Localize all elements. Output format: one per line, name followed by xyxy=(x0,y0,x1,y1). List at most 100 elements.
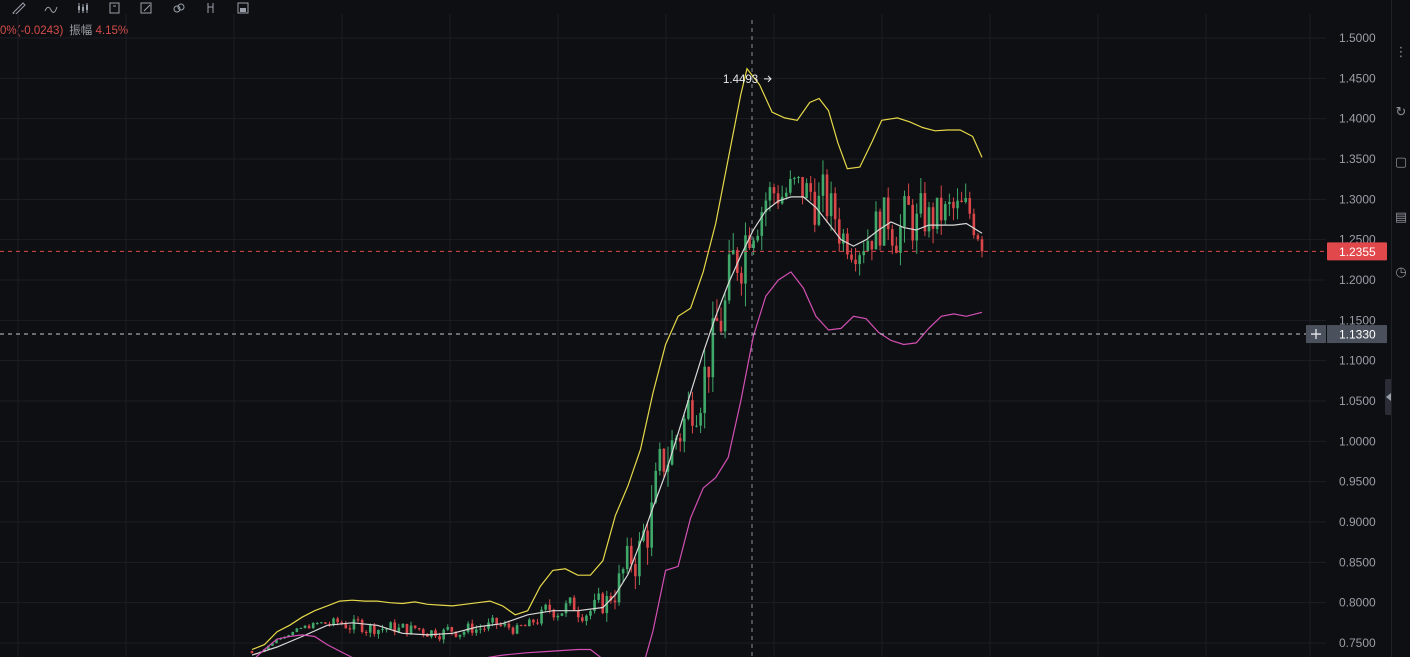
candle-body xyxy=(682,418,686,442)
candle-body xyxy=(462,631,466,635)
dots-icon[interactable]: ⋮ xyxy=(1394,44,1408,59)
candle-body xyxy=(911,204,914,241)
price-info-bar: 0%(-0.0243) 振幅 4.15% xyxy=(0,22,128,38)
clock-icon[interactable]: ◷ xyxy=(1395,264,1407,279)
candle-body xyxy=(707,366,711,378)
candle-body xyxy=(576,610,580,618)
candle-body xyxy=(385,628,388,630)
save-icon[interactable] xyxy=(236,1,250,14)
candle-body xyxy=(552,609,556,618)
candle-body xyxy=(528,619,531,627)
candle-body xyxy=(846,233,849,255)
candle-body xyxy=(935,197,939,229)
amplitude-label: 振幅 xyxy=(69,25,93,37)
candle-body xyxy=(421,629,425,634)
candle-body xyxy=(862,250,866,256)
bollinger-middle-line xyxy=(251,196,983,656)
link-icon[interactable] xyxy=(172,1,186,13)
candle-body xyxy=(589,610,592,616)
candle-body xyxy=(536,622,539,624)
edit-icon[interactable] xyxy=(140,1,154,14)
candle-body xyxy=(980,239,984,252)
y-tick-label: 1.4000 xyxy=(1339,112,1376,126)
plus-icon xyxy=(1311,329,1321,340)
candle-body xyxy=(886,197,890,230)
candle-body xyxy=(654,470,658,503)
candle-body xyxy=(703,366,706,413)
candle-body xyxy=(356,619,360,621)
candle-body xyxy=(267,645,270,650)
y-tick-label: 1.5000 xyxy=(1339,31,1376,45)
candle-body xyxy=(699,412,702,426)
candle-body xyxy=(968,198,972,214)
candle-body xyxy=(368,624,372,633)
candle-body xyxy=(295,628,299,632)
calendar-icon[interactable]: ▤ xyxy=(1394,209,1408,224)
candle-body xyxy=(523,625,527,627)
candles-icon[interactable] xyxy=(76,1,90,13)
window-icon[interactable]: ▢ xyxy=(1394,154,1408,169)
candle-body xyxy=(454,631,458,637)
candle-body xyxy=(287,635,291,637)
candle-body xyxy=(658,448,662,471)
candle-body xyxy=(442,629,445,640)
candle-body xyxy=(344,624,348,629)
y-tick-label: 1.1000 xyxy=(1339,354,1376,368)
candle-body xyxy=(727,254,731,301)
y-tick-label: 1.3000 xyxy=(1339,192,1376,206)
candle-body xyxy=(666,464,670,472)
candle-body xyxy=(409,625,413,635)
candle-body xyxy=(772,187,776,194)
collapse-panel-handle[interactable] xyxy=(1385,379,1393,415)
candle-body xyxy=(581,617,584,622)
candle-body xyxy=(401,623,405,628)
candle-body xyxy=(499,624,503,626)
candle-body xyxy=(585,615,588,622)
candle-body xyxy=(503,623,507,626)
candle-body xyxy=(430,630,433,637)
y-tick-label: 0.9500 xyxy=(1339,475,1376,489)
candle-body xyxy=(948,201,951,205)
candle-body xyxy=(907,196,910,205)
candle-body xyxy=(450,627,454,632)
candle-body xyxy=(801,176,804,199)
y-tick-label: 0.9000 xyxy=(1339,515,1376,529)
high-arrow-icon xyxy=(764,75,772,83)
candle-body xyxy=(976,235,980,240)
candle-body xyxy=(360,619,364,632)
candle-body xyxy=(927,207,931,232)
y-tick-label: 1.0000 xyxy=(1339,434,1376,448)
candle-body xyxy=(601,593,605,614)
fork-icon[interactable] xyxy=(204,1,218,13)
candle-body xyxy=(837,219,841,244)
y-tick-label: 1.1500 xyxy=(1339,313,1376,327)
candle-body xyxy=(821,174,825,196)
change-text: 0%(-0.0243) xyxy=(0,25,64,37)
candle-body xyxy=(870,240,874,250)
candle-body xyxy=(621,569,625,574)
candle-body xyxy=(854,259,857,265)
y-tick-label: 1.3500 xyxy=(1339,152,1376,166)
candle-body xyxy=(250,651,254,654)
candle-body xyxy=(784,192,788,197)
candle-body xyxy=(736,250,739,273)
candle-body xyxy=(923,193,927,232)
candle-body xyxy=(572,597,576,611)
candle-body xyxy=(491,617,494,623)
candle-body xyxy=(625,545,629,570)
refresh-icon[interactable]: ↻ xyxy=(1395,104,1407,119)
y-tick-label: 0.7500 xyxy=(1339,636,1376,650)
candle-body xyxy=(381,628,384,630)
candle-body xyxy=(809,183,813,192)
candle-body xyxy=(389,622,392,629)
wave-pen-icon[interactable] xyxy=(44,1,58,13)
candle-body xyxy=(960,200,963,202)
candle-body xyxy=(568,597,572,604)
drawing-toolbar xyxy=(0,0,292,16)
candle-body xyxy=(479,628,482,630)
note-icon[interactable] xyxy=(108,1,122,14)
candle-body xyxy=(466,623,470,632)
candle-body xyxy=(939,197,943,221)
candle-body xyxy=(373,624,376,634)
